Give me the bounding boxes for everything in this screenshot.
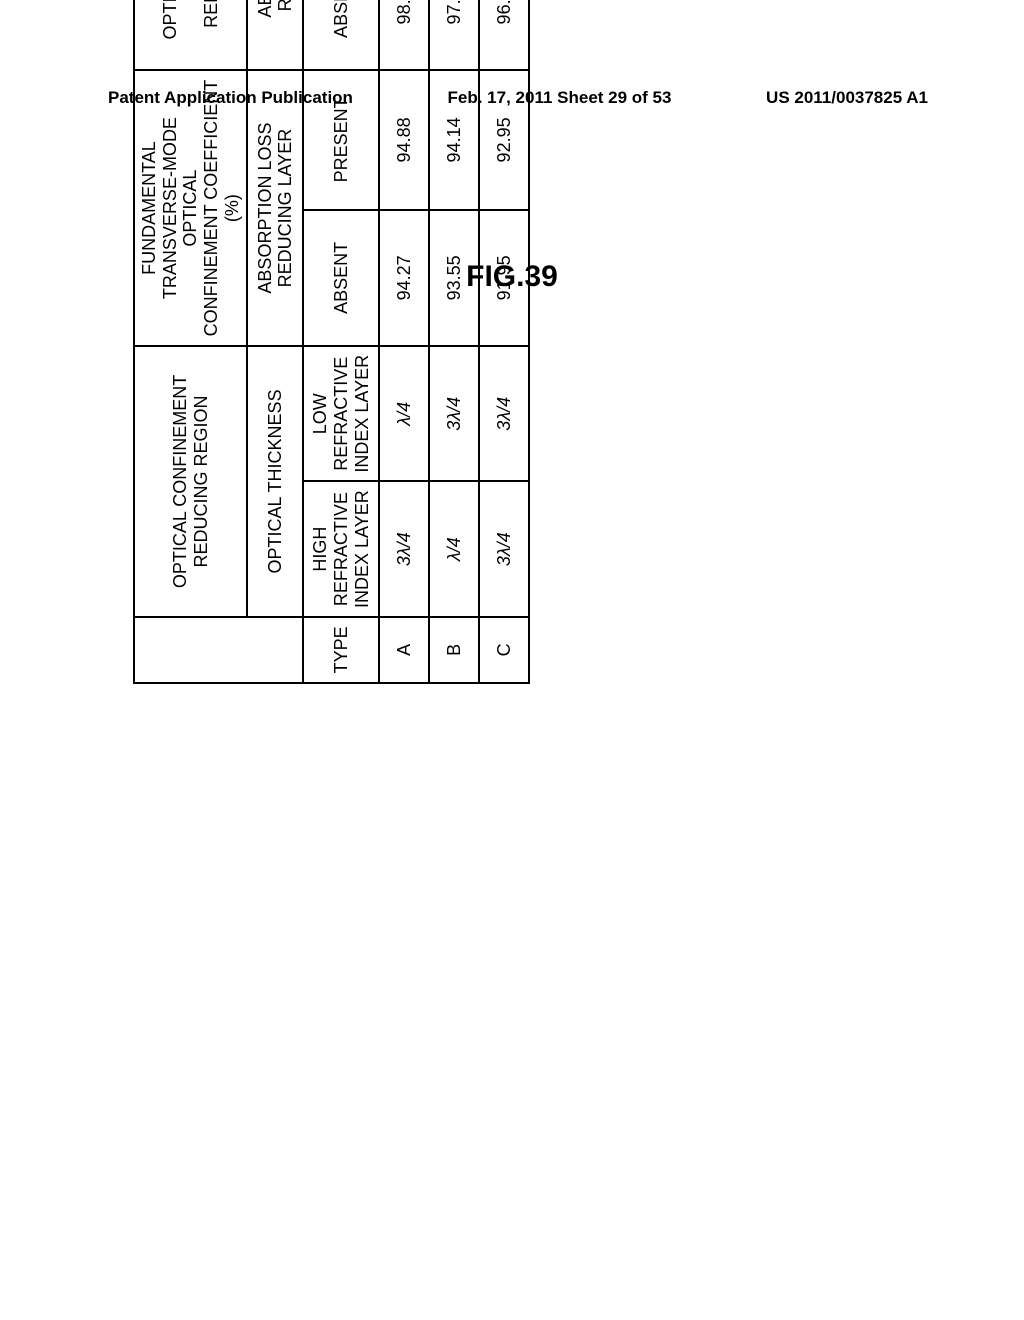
- table-row: A3λ/4λ/494.2794.8898.4299.06: [379, 0, 429, 683]
- f-present-cell: 94.88: [379, 70, 429, 210]
- table-row: Bλ/43λ/493.5594.1497.6798.29: [429, 0, 479, 683]
- f-absent-cell: 93.55: [429, 210, 479, 346]
- high-ri-cell: λ/4: [429, 481, 479, 616]
- low-ri-cell: 3λ/4: [429, 346, 479, 481]
- low-ri-cell: λ/4: [379, 346, 429, 481]
- abs-loss-header-2: ABSORPTION LOSSREDUCING LAYER: [247, 0, 303, 70]
- fundamental-header: FUNDAMENTALTRANSVERSE-MODE OPTICALCONFIN…: [134, 70, 247, 346]
- ocr-region-header: OPTICAL CONFINEMENTREDUCING REGION: [134, 346, 247, 617]
- data-table: OPTICAL CONFINEMENTREDUCING REGIONFUNDAM…: [133, 0, 530, 684]
- f-present-cell: 92.95: [479, 70, 529, 210]
- o-absent-cell: 97.67: [429, 0, 479, 70]
- absent-header-1: ABSENT: [303, 210, 379, 346]
- optical-thickness-header: OPTICAL THICKNESS: [247, 346, 303, 617]
- high-ri-cell: 3λ/4: [379, 481, 429, 616]
- type-header: TYPE: [303, 617, 379, 683]
- o-absent-cell: 98.42: [379, 0, 429, 70]
- o-absent-cell: 96.00: [479, 0, 529, 70]
- f-absent-cell: 91.95: [479, 210, 529, 346]
- type-cell: B: [429, 617, 479, 683]
- high-ri-cell: 3λ/4: [479, 481, 529, 616]
- spacer-top-left: [134, 617, 303, 683]
- table-container: OPTICAL CONFINEMENTREDUCING REGIONFUNDAM…: [133, 0, 530, 684]
- abs-loss-header-1: ABSORPTION LOSSREDUCING LAYER: [247, 70, 303, 346]
- occ-reduction-header: OPTICAL-CONFINEMENT-COEFFICIENTREDUCTION…: [134, 0, 247, 70]
- f-present-cell: 94.14: [429, 70, 479, 210]
- table-row: C3λ/43λ/491.9592.9596.0097.05: [479, 0, 529, 683]
- header-right: US 2011/0037825 A1: [766, 88, 928, 108]
- low-ri-cell: 3λ/4: [479, 346, 529, 481]
- high-ri-header: HIGHREFRACTIVEINDEX LAYER: [303, 481, 379, 616]
- type-cell: A: [379, 617, 429, 683]
- low-ri-header: LOWREFRACTIVEINDEX LAYER: [303, 346, 379, 481]
- type-cell: C: [479, 617, 529, 683]
- f-absent-cell: 94.27: [379, 210, 429, 346]
- present-header-1: PRESENT: [303, 70, 379, 210]
- absent-header-2: ABSENT: [303, 0, 379, 70]
